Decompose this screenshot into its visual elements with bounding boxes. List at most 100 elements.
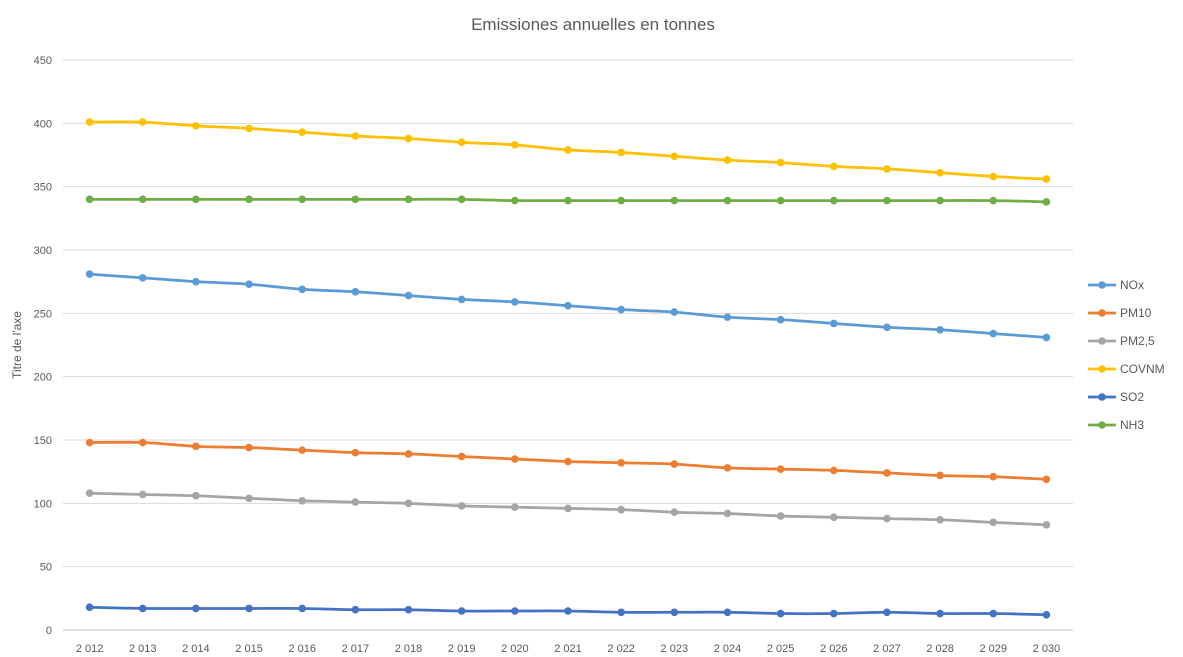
x-tick-label: 2 022	[607, 643, 635, 655]
y-tick-label: 300	[34, 245, 52, 257]
data-point-nh3	[298, 195, 307, 204]
data-point-pm10	[457, 452, 466, 461]
y-tick-label: 100	[34, 498, 52, 510]
data-point-so2	[936, 609, 944, 618]
x-tick-label: 2 017	[342, 643, 370, 655]
data-point-pm10	[670, 460, 679, 468]
legend-label: SO2	[1120, 390, 1144, 404]
data-point-so2	[298, 604, 307, 613]
series-nh3	[85, 195, 1051, 206]
data-point-so2	[670, 608, 679, 617]
data-point-pm2-5	[404, 499, 413, 508]
data-point-pm10	[85, 438, 94, 447]
data-point-pm10	[245, 443, 253, 452]
data-point-nh3	[829, 196, 838, 205]
legend-item-pm2-5: PM2,5	[1088, 334, 1155, 348]
data-point-nh3	[192, 195, 200, 204]
chart-title: Emissiones annuelles en tonnes	[471, 15, 715, 34]
data-point-nox	[936, 326, 944, 334]
data-point-pm10	[511, 455, 519, 463]
data-point-pm2-5	[351, 498, 360, 506]
data-point-so2	[776, 609, 785, 618]
data-point-nox	[298, 285, 307, 294]
data-point-covnm	[351, 132, 360, 140]
data-point-nox	[723, 313, 732, 321]
data-point-so2	[245, 604, 253, 613]
y-axis-ticks: 0 50 100 150 200 250 300 350 400 450	[34, 55, 52, 637]
data-point-nox	[670, 308, 679, 316]
data-point-nox	[351, 288, 360, 296]
data-point-nh3	[617, 196, 625, 205]
y-tick-label: 250	[34, 308, 52, 320]
data-point-so2	[989, 609, 998, 618]
data-point-pm2-5	[776, 512, 785, 520]
legend-item-nh3: NH3	[1088, 418, 1144, 432]
y-tick-label: 400	[34, 118, 52, 130]
data-point-nh3	[883, 196, 891, 205]
x-tick-label: 2 025	[767, 643, 795, 655]
series-so2	[85, 603, 1051, 619]
series-nox	[85, 270, 1051, 342]
x-tick-label: 2 016	[288, 643, 316, 655]
legend-label: COVNM	[1120, 362, 1165, 376]
data-point-pm10	[351, 448, 360, 457]
data-point-pm10	[829, 466, 838, 475]
data-point-pm2-5	[670, 508, 679, 516]
data-point-so2	[138, 604, 147, 613]
x-tick-label: 2 023	[661, 643, 689, 655]
data-point-nox	[989, 329, 998, 338]
series-pm10	[85, 438, 1051, 484]
x-tick-label: 2 026	[820, 643, 848, 655]
data-point-covnm	[457, 138, 466, 147]
data-point-nh3	[404, 195, 413, 204]
data-point-pm2-5	[617, 505, 625, 514]
y-tick-label: 50	[40, 562, 52, 574]
legend-item-so2: SO2	[1088, 390, 1144, 404]
x-tick-label: 2 014	[182, 643, 210, 655]
data-point-nh3	[776, 196, 785, 205]
series-layer	[85, 118, 1051, 619]
data-point-so2	[511, 607, 519, 615]
x-tick-label: 2 027	[873, 643, 901, 655]
legend-label: NH3	[1120, 418, 1144, 432]
legend-item-nox: NOx	[1088, 278, 1144, 292]
y-tick-label: 350	[34, 182, 52, 194]
data-point-covnm	[776, 158, 785, 167]
data-point-pm2-5	[85, 489, 94, 498]
y-tick-label: 150	[34, 435, 52, 447]
data-point-pm2-5	[138, 490, 147, 499]
legend-item-pm10: PM10	[1088, 306, 1152, 320]
data-point-nh3	[245, 195, 253, 204]
x-tick-label: 2 019	[448, 643, 476, 655]
data-point-covnm	[670, 152, 679, 161]
data-point-pm2-5	[245, 494, 253, 503]
y-tick-label: 450	[34, 55, 52, 67]
data-point-pm2-5	[192, 491, 200, 500]
legend-swatch-marker	[1098, 421, 1106, 429]
y-axis-title: Titre de l'axe	[10, 311, 24, 379]
data-point-nox	[511, 298, 519, 306]
data-point-pm2-5	[298, 497, 307, 505]
data-point-pm2-5	[829, 513, 838, 522]
legend-swatch-marker	[1098, 365, 1106, 373]
data-point-pm2-5	[723, 509, 732, 518]
data-point-pm2-5	[564, 504, 572, 513]
series-pm2-5	[85, 489, 1051, 529]
legend: NOx PM10 PM2,5 COVNM SO2 NH3	[1088, 278, 1165, 432]
data-point-nh3	[351, 195, 360, 204]
legend-swatch-marker	[1098, 393, 1106, 401]
data-point-pm10	[1042, 475, 1051, 484]
y-tick-label: 200	[34, 372, 52, 384]
data-point-covnm	[138, 118, 147, 126]
data-point-so2	[723, 608, 732, 617]
data-point-so2	[564, 607, 572, 615]
data-point-pm2-5	[883, 514, 891, 523]
data-point-nox	[564, 301, 572, 310]
legend-label: NOx	[1120, 278, 1144, 292]
data-point-nh3	[85, 195, 94, 204]
data-point-covnm	[245, 124, 253, 133]
data-point-pm2-5	[989, 518, 998, 527]
x-tick-label: 2 030	[1033, 643, 1061, 655]
data-point-nh3	[989, 196, 998, 205]
